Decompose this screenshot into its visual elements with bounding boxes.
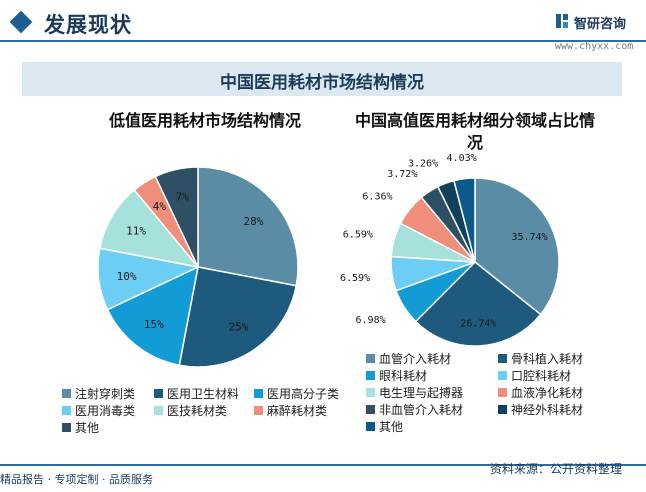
legend-label: 口腔科耗材: [511, 367, 571, 384]
footer-slogan: 精品报告 · 专项定制 · 品质服务: [0, 471, 153, 487]
data-label-0-6: 7%: [176, 191, 190, 204]
legend-item-1-5: 血液净化耗材: [498, 384, 583, 400]
legend-label: 医技耗材类: [167, 402, 227, 419]
legend-swatch: [254, 389, 263, 398]
legend-swatch: [366, 371, 375, 380]
legend-swatch: [366, 422, 375, 431]
legend-swatch: [498, 388, 507, 397]
legend-swatch: [254, 406, 263, 415]
legend-label: 骨科植入耗材: [511, 350, 583, 367]
data-label-1-1: 26.74%: [460, 318, 496, 329]
data-label-0-0: 28%: [244, 215, 264, 228]
legend-label: 其他: [75, 419, 99, 436]
legend-label: 神经外科耗材: [511, 401, 583, 418]
legend-swatch: [366, 405, 375, 414]
legend-item-0-1: 医用卫生材料: [154, 385, 239, 401]
legend-label: 注射穿刺类: [75, 385, 135, 402]
data-label-0-1: 25%: [229, 321, 249, 334]
data-label-0-4: 11%: [126, 224, 146, 237]
legend-label: 血液净化耗材: [511, 384, 583, 401]
legend-swatch: [498, 405, 507, 414]
data-label-1-6: 3.72%: [387, 169, 417, 180]
legend-item-0-5: 麻醉耗材类: [254, 402, 327, 418]
data-source: 资料来源：公开资料整理: [490, 460, 622, 477]
legend-swatch: [62, 423, 71, 432]
legend-label: 其他: [379, 418, 403, 435]
legend-label: 医用卫生材料: [167, 385, 239, 402]
legend-swatch: [154, 406, 163, 415]
data-label-1-2: 6.98%: [356, 315, 386, 326]
data-label-0-5: 4%: [153, 200, 167, 213]
data-label-1-8: 4.03%: [447, 153, 477, 164]
legend-item-1-1: 骨科植入耗材: [498, 350, 583, 366]
legend-label: 血管介入耗材: [379, 350, 451, 367]
legend-swatch: [62, 406, 71, 415]
legend-item-0-0: 注射穿刺类: [62, 385, 135, 401]
legend-label: 眼科耗材: [379, 367, 427, 384]
legend-swatch: [498, 371, 507, 380]
legend-item-0-6: 其他: [62, 419, 99, 435]
legend-label: 医用高分子类: [267, 385, 339, 402]
data-label-1-7: 3.26%: [408, 159, 438, 170]
data-label-1-0: 35.74%: [511, 232, 547, 243]
legend-item-0-2: 医用高分子类: [254, 385, 339, 401]
legend-swatch: [498, 354, 507, 363]
data-label-0-2: 15%: [144, 318, 164, 331]
legend-item-1-2: 眼科耗材: [366, 367, 427, 383]
legend-item-0-4: 医技耗材类: [154, 402, 227, 418]
legend-swatch: [366, 388, 375, 397]
legend-item-1-7: 神经外科耗材: [498, 401, 583, 417]
legend-swatch: [366, 354, 375, 363]
pie-slice-0-1: [179, 267, 296, 367]
legend-item-1-6: 非血管介入耗材: [366, 401, 463, 417]
legend-label: 麻醉耗材类: [267, 402, 327, 419]
legend-label: 非血管介入耗材: [379, 401, 463, 418]
legend-item-1-0: 血管介入耗材: [366, 350, 451, 366]
legend-item-1-8: 其他: [366, 418, 403, 434]
legend-label: 电生理与起搏器: [379, 384, 463, 401]
legend-item-0-3: 医用消毒类: [62, 402, 135, 418]
data-label-1-3: 6.59%: [340, 273, 370, 284]
data-label-1-5: 6.36%: [362, 191, 392, 202]
legend-swatch: [154, 389, 163, 398]
data-label-1-4: 6.59%: [343, 229, 373, 240]
data-label-0-3: 10%: [117, 270, 137, 283]
legend-swatch: [62, 389, 71, 398]
legend-item-1-4: 电生理与起搏器: [366, 384, 463, 400]
legend-item-1-3: 口腔科耗材: [498, 367, 571, 383]
legend-label: 医用消毒类: [75, 402, 135, 419]
